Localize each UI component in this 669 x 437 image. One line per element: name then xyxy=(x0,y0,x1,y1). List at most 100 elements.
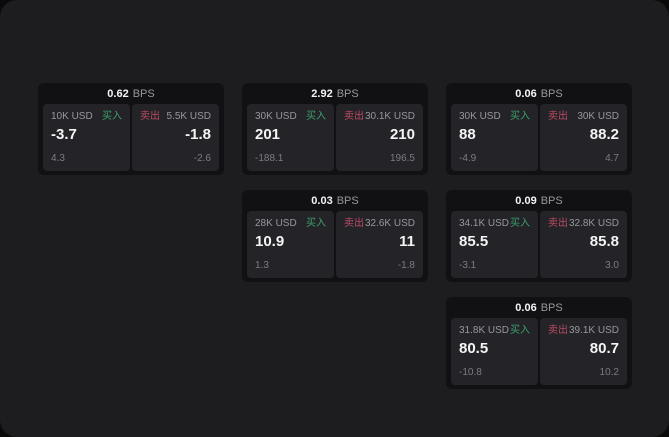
sell-sub-value: -1.8 xyxy=(397,260,415,271)
buy-panel-top: 34.1K USD 买入 xyxy=(459,218,530,230)
sell-side-label: 卖出 xyxy=(344,111,364,122)
quote-card: 0.06 BPS 30K USD 买入 88 -4.9 卖出 30K USD 8… xyxy=(446,83,632,175)
sell-panel-top: 卖出 32.8K USD xyxy=(548,218,619,230)
buy-price: 88 xyxy=(459,126,476,143)
sell-price: 80.7 xyxy=(589,340,619,357)
spread-value: 0.03 xyxy=(311,194,333,207)
buy-side-label: 买入 xyxy=(102,111,122,122)
buy-sub-value: 1.3 xyxy=(255,260,269,271)
sell-price: 11 xyxy=(399,233,415,250)
buy-side-label: 买入 xyxy=(306,218,326,229)
spread-value: 0.06 xyxy=(515,301,537,314)
buy-price: -3.7 xyxy=(51,126,77,143)
sell-sub-value: 3.0 xyxy=(605,260,619,271)
sell-sub-value: 4.7 xyxy=(605,153,619,164)
buy-panel-top: 28K USD 买入 xyxy=(255,218,326,230)
sell-quote-panel[interactable]: 卖出 5.5K USD -1.8 -2.6 xyxy=(132,104,219,171)
buy-sub-value: 4.3 xyxy=(51,153,65,164)
spread-header: 0.03 BPS xyxy=(242,190,428,211)
sell-size-label: 5.5K USD xyxy=(166,111,211,122)
spread-unit-label: BPS xyxy=(336,194,359,207)
buy-panel-top: 30K USD 买入 xyxy=(255,111,326,123)
spread-unit-label: BPS xyxy=(540,301,563,314)
sell-size-label: 39.1K USD xyxy=(568,325,619,336)
buy-side-label: 买入 xyxy=(510,325,530,336)
quote-card-body: 34.1K USD 买入 85.5 -3.1 卖出 32.8K USD 85.8… xyxy=(446,211,632,282)
sell-quote-panel[interactable]: 卖出 32.6K USD 11 -1.8 xyxy=(336,211,423,278)
buy-price: 85.5 xyxy=(459,233,489,250)
sell-panel-top: 卖出 30K USD xyxy=(548,111,619,123)
buy-sub-value: -10.8 xyxy=(459,367,482,378)
buy-sub-value: -188.1 xyxy=(255,153,284,164)
buy-quote-panel[interactable]: 30K USD 买入 201 -188.1 xyxy=(247,104,334,171)
quote-card-body: 30K USD 买入 88 -4.9 卖出 30K USD 88.2 4.7 xyxy=(446,104,632,175)
buy-quote-panel[interactable]: 31.8K USD 买入 80.5 -10.8 xyxy=(451,318,538,385)
sell-size-label: 32.6K USD xyxy=(364,218,415,229)
quote-card: 0.03 BPS 28K USD 买入 10.9 1.3 卖出 32.6K US… xyxy=(242,190,428,282)
sell-side-label: 卖出 xyxy=(548,111,568,122)
buy-sub-value: -4.9 xyxy=(459,153,477,164)
sell-panel-top: 卖出 39.1K USD xyxy=(548,325,619,337)
buy-price: 80.5 xyxy=(459,340,489,357)
sell-panel-top: 卖出 32.6K USD xyxy=(344,218,415,230)
spread-header: 0.62 BPS xyxy=(38,83,224,104)
sell-quote-panel[interactable]: 卖出 30K USD 88.2 4.7 xyxy=(540,104,627,171)
sell-panel-top: 卖出 30.1K USD xyxy=(344,111,415,123)
buy-sub-value: -3.1 xyxy=(459,260,477,271)
buy-size-label: 10K USD xyxy=(51,111,93,122)
sell-price: 85.8 xyxy=(589,233,619,250)
spread-unit-label: BPS xyxy=(540,87,563,100)
buy-size-label: 28K USD xyxy=(255,218,297,229)
quote-card-body: 31.8K USD 买入 80.5 -10.8 卖出 39.1K USD 80.… xyxy=(446,318,632,389)
sell-sub-value: 10.2 xyxy=(599,367,619,378)
buy-size-label: 34.1K USD xyxy=(459,218,510,229)
buy-quote-panel[interactable]: 28K USD 买入 10.9 1.3 xyxy=(247,211,334,278)
quote-card-body: 30K USD 买入 201 -188.1 卖出 30.1K USD 210 1… xyxy=(242,104,428,175)
sell-quote-panel[interactable]: 卖出 30.1K USD 210 196.5 xyxy=(336,104,423,171)
buy-panel-top: 31.8K USD 买入 xyxy=(459,325,530,337)
spread-value: 0.62 xyxy=(107,87,129,100)
sell-sub-value: 196.5 xyxy=(389,153,415,164)
spread-header: 0.06 BPS xyxy=(446,297,632,318)
sell-price: 210 xyxy=(389,126,415,143)
spread-unit-label: BPS xyxy=(540,194,563,207)
buy-price: 201 xyxy=(255,126,281,143)
buy-panel-top: 10K USD 买入 xyxy=(51,111,122,123)
buy-size-label: 31.8K USD xyxy=(459,325,510,336)
sell-side-label: 卖出 xyxy=(344,218,364,229)
quote-card: 0.62 BPS 10K USD 买入 -3.7 4.3 卖出 5.5K USD… xyxy=(38,83,224,175)
spread-value: 2.92 xyxy=(311,87,333,100)
spread-unit-label: BPS xyxy=(132,87,155,100)
buy-size-label: 30K USD xyxy=(255,111,297,122)
buy-size-label: 30K USD xyxy=(459,111,501,122)
quote-card: 2.92 BPS 30K USD 买入 201 -188.1 卖出 30.1K … xyxy=(242,83,428,175)
quote-card-body: 28K USD 买入 10.9 1.3 卖出 32.6K USD 11 -1.8 xyxy=(242,211,428,282)
spread-header: 0.09 BPS xyxy=(446,190,632,211)
quote-card-body: 10K USD 买入 -3.7 4.3 卖出 5.5K USD -1.8 -2.… xyxy=(38,104,224,175)
spread-value: 0.06 xyxy=(515,87,537,100)
sell-quote-panel[interactable]: 卖出 32.8K USD 85.8 3.0 xyxy=(540,211,627,278)
spread-header: 0.06 BPS xyxy=(446,83,632,104)
sell-side-label: 卖出 xyxy=(140,111,160,122)
buy-quote-panel[interactable]: 30K USD 买入 88 -4.9 xyxy=(451,104,538,171)
quote-card: 0.09 BPS 34.1K USD 买入 85.5 -3.1 卖出 32.8K… xyxy=(446,190,632,282)
sell-quote-panel[interactable]: 卖出 39.1K USD 80.7 10.2 xyxy=(540,318,627,385)
buy-price: 10.9 xyxy=(255,233,285,250)
buy-panel-top: 30K USD 买入 xyxy=(459,111,530,123)
sell-side-label: 卖出 xyxy=(548,325,568,336)
sell-price: 88.2 xyxy=(589,126,619,143)
buy-side-label: 买入 xyxy=(306,111,326,122)
buy-side-label: 买入 xyxy=(510,111,530,122)
sell-price: -1.8 xyxy=(185,126,211,143)
sell-size-label: 30K USD xyxy=(577,111,619,122)
sell-size-label: 32.8K USD xyxy=(568,218,619,229)
buy-side-label: 买入 xyxy=(510,218,530,229)
spread-header: 2.92 BPS xyxy=(242,83,428,104)
buy-quote-panel[interactable]: 10K USD 买入 -3.7 4.3 xyxy=(43,104,130,171)
sell-side-label: 卖出 xyxy=(548,218,568,229)
quote-card: 0.06 BPS 31.8K USD 买入 80.5 -10.8 卖出 39.1… xyxy=(446,297,632,389)
sell-panel-top: 卖出 5.5K USD xyxy=(140,111,211,123)
spread-value: 0.09 xyxy=(515,194,537,207)
buy-quote-panel[interactable]: 34.1K USD 买入 85.5 -3.1 xyxy=(451,211,538,278)
